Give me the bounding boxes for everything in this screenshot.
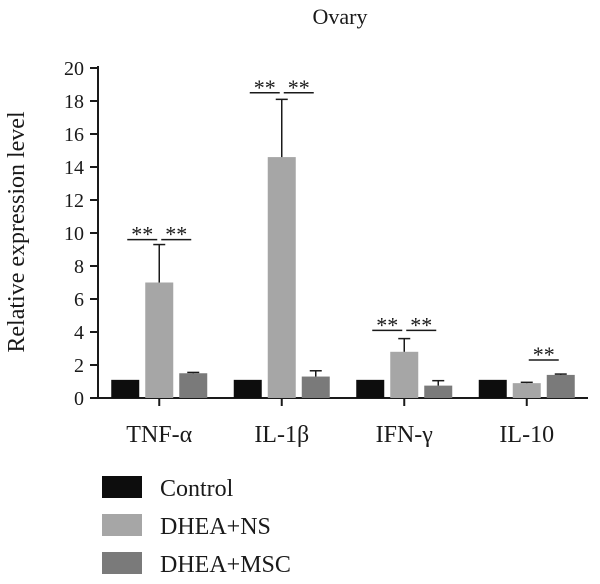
significance-label: ** bbox=[254, 75, 276, 100]
bar bbox=[390, 351, 419, 398]
y-tick-label: 4 bbox=[74, 322, 84, 344]
bar bbox=[233, 379, 262, 398]
legend-label: Control bbox=[160, 476, 234, 502]
bar bbox=[356, 379, 385, 398]
y-axis: 0 2 4 6 8 10 12 14 16 18 20 bbox=[64, 58, 99, 410]
legend-swatch bbox=[102, 476, 142, 498]
significance-label: ** bbox=[410, 312, 432, 337]
legend-label: DHEA+MSC bbox=[160, 552, 291, 578]
y-tick-label: 12 bbox=[64, 190, 84, 212]
y-tick-label: 18 bbox=[64, 91, 84, 113]
significance-label: ** bbox=[376, 312, 398, 337]
legend-swatch bbox=[102, 514, 142, 536]
significance-label: ** bbox=[131, 222, 153, 247]
y-tick-label: 20 bbox=[64, 58, 84, 80]
bar bbox=[111, 379, 140, 398]
x-axis: TNF-α IL-1β IFN-γ IL-10 bbox=[98, 397, 588, 448]
y-tick-label: 6 bbox=[74, 289, 84, 311]
x-tick-label: IL-10 bbox=[499, 422, 554, 448]
legend: Control DHEA+NS DHEA+MSC bbox=[102, 476, 291, 578]
y-tick-label: 2 bbox=[74, 355, 84, 377]
significance-label: ** bbox=[288, 75, 310, 100]
bar bbox=[478, 379, 507, 398]
x-tick-label: IFN-γ bbox=[376, 422, 434, 448]
significance-label: ** bbox=[533, 342, 555, 367]
significance-group: ** ** ** ** ** ** ** bbox=[127, 75, 559, 367]
chart-title: Ovary bbox=[313, 4, 368, 29]
x-tick-label: TNF-α bbox=[126, 422, 192, 448]
error-bars-group bbox=[153, 98, 567, 386]
bar bbox=[424, 385, 453, 398]
bar bbox=[546, 374, 575, 398]
y-tick-label: 0 bbox=[74, 388, 84, 410]
bar bbox=[512, 383, 541, 398]
bar bbox=[179, 373, 208, 398]
y-tick-label: 8 bbox=[74, 256, 84, 278]
legend-swatch bbox=[102, 552, 142, 574]
significance-label: ** bbox=[165, 222, 187, 247]
bars-group bbox=[111, 157, 575, 398]
y-tick-label: 16 bbox=[64, 124, 84, 146]
legend-label: DHEA+NS bbox=[160, 514, 271, 540]
y-tick-label: 10 bbox=[64, 223, 84, 245]
bar bbox=[267, 157, 296, 398]
y-tick-label: 14 bbox=[64, 157, 84, 179]
x-tick-label: IL-1β bbox=[254, 422, 309, 448]
y-axis-label: Relative expression level bbox=[4, 111, 30, 353]
bar bbox=[301, 376, 330, 398]
bar bbox=[145, 282, 174, 398]
